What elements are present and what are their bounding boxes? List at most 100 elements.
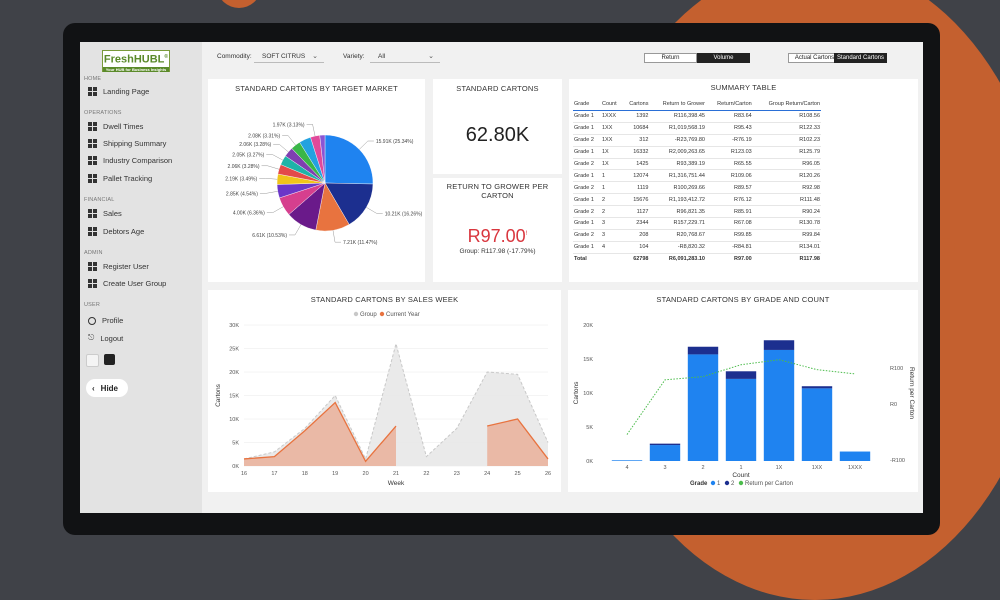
- col-header[interactable]: Grade: [573, 98, 601, 111]
- table-cell: 1119: [622, 181, 650, 195]
- sidebar-item-dwell-times[interactable]: Dwell Times: [88, 122, 143, 131]
- section-admin: ADMIN: [84, 250, 103, 256]
- legend-grade-1-marker: [710, 480, 716, 486]
- table-row[interactable]: Grade 1 1XX 10684 R1,019,568.19 R95.43 R122.3…: [573, 122, 821, 135]
- col-header[interactable]: Count: [600, 98, 623, 111]
- grid-icon: [88, 227, 97, 236]
- table-row[interactable]: Grade 2 1 1119 R100,269.66 R89.57 R92.98: [573, 181, 821, 195]
- grade-2-bar: [687, 346, 719, 355]
- sidebar-item-register-user[interactable]: Register User: [88, 262, 149, 271]
- col-header[interactable]: Return to Grower: [649, 98, 706, 111]
- table-cell: R83.64: [705, 110, 753, 123]
- warning-icon: !: [525, 231, 528, 237]
- standard-cartons-toggle[interactable]: Standard Cartons: [834, 53, 887, 63]
- y-tick-label: 0K: [232, 464, 239, 470]
- table-cell: 1XX: [600, 122, 623, 135]
- rtg-group: Group: R117.98 (-17.79%): [459, 248, 536, 255]
- table-cell: 12074: [622, 169, 650, 183]
- col-header[interactable]: Return/Carton: [705, 98, 753, 111]
- table-row[interactable]: Grade 1 1 12074 R1,316,751.44 R109.06 R120.26: [573, 169, 821, 183]
- pie-leader-line: [261, 165, 280, 170]
- bg-circle-small: [937, 238, 955, 256]
- hide-sidebar-button[interactable]: ‹ Hide: [86, 379, 128, 397]
- sidebar-item-debtors-age[interactable]: Debtors Age: [88, 227, 144, 236]
- table-cell: R120.26: [752, 169, 821, 183]
- volume-toggle[interactable]: Volume: [697, 53, 750, 63]
- kpi-title: STANDARD CARTONS: [456, 84, 539, 93]
- return-toggle[interactable]: Return: [644, 53, 697, 63]
- table-row[interactable]: Grade 1 4 104 -R8,820.32 -R84.81 R134.01: [573, 241, 821, 254]
- grid-icon: [88, 174, 97, 183]
- grade-1-bar: [725, 378, 757, 461]
- grade-2-bar: [801, 386, 833, 389]
- table-cell: 208: [622, 229, 650, 242]
- light-theme-swatch[interactable]: [86, 354, 99, 367]
- table-cell: 3: [600, 229, 623, 242]
- sidebar-item-label: Pallet Tracking: [103, 174, 153, 183]
- pie-slice: [324, 134, 374, 185]
- section-home: HOME: [84, 76, 102, 82]
- grid-icon: [88, 139, 97, 148]
- pie-title: STANDARD CARTONS BY TARGET MARKET: [235, 84, 398, 93]
- x-tick-label: 17: [271, 471, 277, 477]
- summary-table: Grade Count Cartons Return to Grower Ret…: [573, 98, 821, 265]
- sidebar-item-create-user-group[interactable]: Create User Group: [88, 279, 166, 288]
- sidebar-item-pallet-tracking[interactable]: Pallet Tracking: [88, 174, 152, 183]
- pie-label: 2.06K (3.28%): [228, 164, 260, 170]
- dark-theme-swatch[interactable]: [104, 354, 115, 365]
- sidebar-item-profile[interactable]: Profile: [88, 316, 123, 325]
- section-operations: OPERATIONS: [84, 110, 122, 116]
- table-cell: R20,768.67: [649, 229, 706, 242]
- table-cell: R97.00: [705, 252, 753, 265]
- grade-1-bar: [801, 388, 833, 461]
- table-cell: R130.78: [752, 217, 821, 230]
- table-cell: 1392: [622, 110, 650, 123]
- table-cell: Grade 2: [573, 229, 601, 242]
- table-cell: 16332: [622, 146, 650, 159]
- table-cell: R134.01: [752, 241, 821, 254]
- sidebar-item-shipping-summary[interactable]: Shipping Summary: [88, 139, 166, 148]
- rtg-title-line1: RETURN TO GROWER PER: [446, 182, 549, 191]
- freshhubl-logo[interactable]: FreshHUBL® Your HUB for Business Insight…: [102, 50, 170, 72]
- variety-dropdown[interactable]: All ⌄: [370, 50, 440, 63]
- table-cell: 4: [600, 241, 623, 254]
- x-tick-label: 25: [515, 471, 521, 477]
- table-row[interactable]: Grade 1 2 15676 R1,193,412.72 R76.12 R111.48: [573, 193, 821, 207]
- table-cell: [600, 252, 623, 265]
- rtg-value: R97.00: [467, 226, 526, 246]
- sidebar-item-industry-comparison[interactable]: Industry Comparison: [88, 156, 172, 165]
- pie-label: 4.00K (6.36%): [233, 211, 265, 217]
- sidebar-item-label: Industry Comparison: [103, 156, 173, 165]
- y-tick-label: 5K: [232, 441, 239, 447]
- table-row[interactable]: Grade 1 1XXX 1392 R116,398.45 R83.64 R108.56: [573, 110, 821, 123]
- sidebar-item-landing-page[interactable]: Landing Page: [88, 87, 149, 96]
- sidebar-item-logout[interactable]: ⎋ Logout: [88, 333, 123, 343]
- pie-leader-line: [266, 206, 284, 213]
- table-cell: R123.03: [705, 146, 753, 159]
- y2-axis-label: Return per Carton: [908, 367, 915, 419]
- table-cell: R96.05: [752, 158, 821, 171]
- pie-chart: 15.91K (25.34%) 10.21K (16.26%) 7.21K (11.…: [225, 122, 422, 246]
- table-row[interactable]: Grade 2 3 208 R20,768.67 R99.85 R99.84: [573, 229, 821, 242]
- col-header[interactable]: Cartons: [622, 98, 650, 111]
- table-cell: R1,193,412.72: [649, 193, 706, 207]
- commodity-dropdown[interactable]: SOFT CITRUS ⌄: [254, 50, 324, 63]
- col-header[interactable]: Group Return/Carton: [752, 98, 821, 111]
- x-tick-label: 16: [241, 471, 247, 477]
- sidebar-item-label: Debtors Age: [103, 227, 145, 236]
- kpi-value: 62.80K: [465, 124, 530, 146]
- x-tick-label: 21: [393, 471, 399, 477]
- table-row[interactable]: Grade 2 1X 1425 R93,389.19 R65.55 R96.05: [573, 158, 821, 171]
- grade-2-bar: [725, 371, 757, 379]
- table-cell: 3: [600, 217, 623, 230]
- table-row[interactable]: Grade 2 2 1127 R96,821.35 R85.91 R90.24: [573, 205, 821, 219]
- pie-leader-line: [273, 143, 289, 153]
- table-row[interactable]: Grade 2 1XX 312 -R23,769.80 -R76.19 R102.23: [573, 134, 821, 147]
- table-row[interactable]: Grade 1 3 2344 R157,229.71 R67.08 R130.78: [573, 217, 821, 230]
- target-market-panel: STANDARD CARTONS BY TARGET MARKET 15.91K…: [208, 79, 425, 282]
- table-cell: R108.56: [752, 110, 821, 123]
- sidebar-item-sales[interactable]: Sales: [88, 209, 122, 218]
- x-axis-label: Week: [388, 480, 405, 487]
- table-cell: Grade 1: [573, 146, 601, 159]
- table-row[interactable]: Grade 1 1X 16332 R2,009,263.65 R123.03 R125.7…: [573, 146, 821, 159]
